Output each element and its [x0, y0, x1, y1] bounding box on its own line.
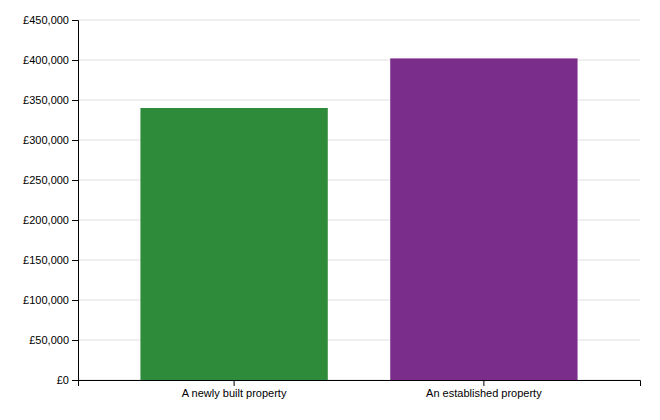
- chart-container: £0 £50,000 £100,000 £150,000 £200,000 £250,00…: [0, 0, 660, 420]
- x-tick: An established property: [426, 380, 542, 399]
- y-axis-line: [72, 21, 79, 381]
- y-tick-mark: [72, 380, 78, 381]
- y-tick-mark: [72, 300, 78, 301]
- grid: [78, 20, 640, 380]
- x-axis-line: [79, 381, 641, 387]
- y-tick: £50,000: [29, 334, 78, 346]
- x-tick-mark: [234, 380, 235, 386]
- chart-svg: £0 £50,000 £100,000 £150,000 £200,000 £250,00…: [0, 0, 660, 420]
- x-axis: A newly built property An established pro…: [79, 380, 641, 399]
- y-tick-mark: [72, 180, 78, 181]
- y-tick-label: £100,000: [23, 294, 69, 306]
- y-tick-mark: [72, 100, 78, 101]
- y-tick-label: £450,000: [23, 14, 69, 26]
- bar: [140, 108, 327, 380]
- y-tick-label: £150,000: [23, 254, 69, 266]
- y-tick-label: £0: [57, 374, 69, 386]
- y-tick-label: £350,000: [23, 94, 69, 106]
- y-tick-mark: [72, 340, 78, 341]
- y-tick: £0: [57, 374, 78, 386]
- y-tick: £250,000: [23, 174, 78, 186]
- y-tick-mark: [72, 20, 78, 21]
- x-tick: A newly built property: [182, 380, 287, 399]
- x-tick-mark: [483, 380, 484, 386]
- y-tick-label: £200,000: [23, 214, 69, 226]
- y-tick-label: £250,000: [23, 174, 69, 186]
- y-axis: £0 £50,000 £100,000 £150,000 £200,000 £250,00…: [23, 14, 78, 386]
- x-tick-label: A newly built property: [182, 387, 287, 399]
- grid-line: [78, 20, 640, 21]
- y-tick: £100,000: [23, 294, 78, 306]
- y-tick: £350,000: [23, 94, 78, 106]
- y-tick: £300,000: [23, 134, 78, 146]
- y-tick-label: £50,000: [29, 334, 69, 346]
- x-tick-label: An established property: [426, 387, 542, 399]
- y-tick: £400,000: [23, 54, 78, 66]
- bars: [140, 58, 577, 380]
- y-tick: £150,000: [23, 254, 78, 266]
- y-tick-mark: [72, 220, 78, 221]
- y-tick-mark: [72, 60, 78, 61]
- y-tick: £450,000: [23, 14, 78, 26]
- bar: [390, 58, 577, 380]
- y-tick-mark: [72, 260, 78, 261]
- y-tick-mark: [72, 140, 78, 141]
- y-tick-label: £400,000: [23, 54, 69, 66]
- y-tick-label: £300,000: [23, 134, 69, 146]
- y-tick: £200,000: [23, 214, 78, 226]
